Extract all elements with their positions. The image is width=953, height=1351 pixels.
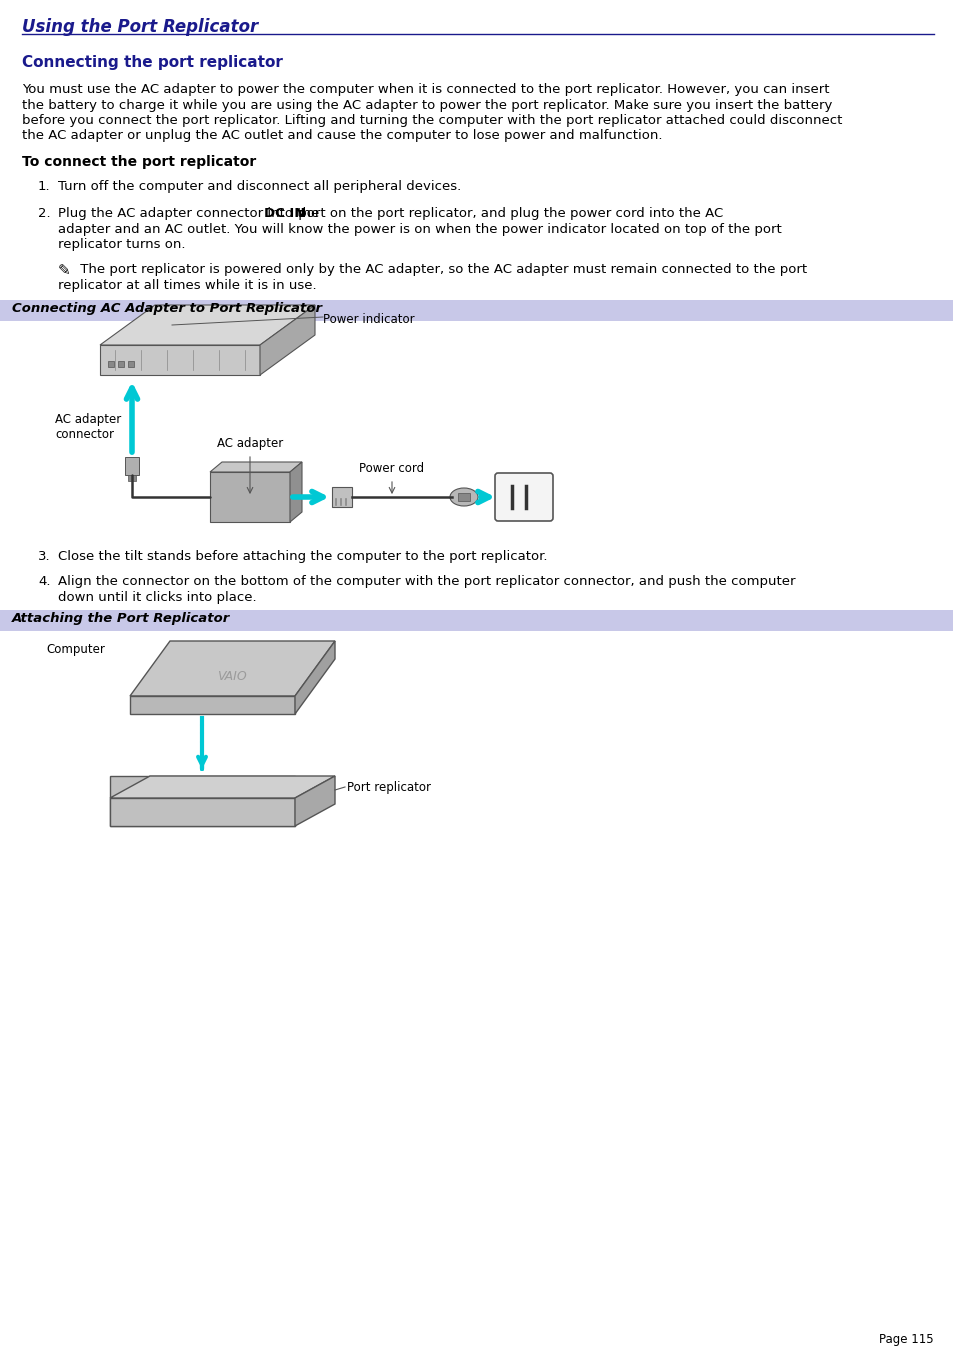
Bar — [332, 486, 352, 507]
Bar — [128, 361, 133, 367]
FancyBboxPatch shape — [495, 473, 553, 521]
Text: Power indicator: Power indicator — [323, 313, 415, 326]
Ellipse shape — [450, 488, 477, 507]
Text: down until it clicks into place.: down until it clicks into place. — [58, 590, 256, 604]
Polygon shape — [100, 305, 314, 345]
Text: before you connect the port replicator. Lifting and turning the computer with th: before you connect the port replicator. … — [22, 113, 841, 127]
Bar — [128, 476, 136, 481]
Text: Power cord: Power cord — [359, 462, 424, 476]
Text: AC adapter: AC adapter — [216, 436, 283, 450]
Polygon shape — [110, 798, 294, 825]
Bar — [210, 471, 290, 521]
Text: Connecting AC Adapter to Port Replicator: Connecting AC Adapter to Port Replicator — [12, 303, 322, 315]
Text: Align the connector on the bottom of the computer with the port replicator conne: Align the connector on the bottom of the… — [58, 576, 795, 588]
Text: Page 115: Page 115 — [879, 1333, 933, 1346]
Bar — [0, 300, 953, 322]
Polygon shape — [130, 696, 294, 713]
Text: Port replicator: Port replicator — [347, 781, 431, 794]
Text: the AC adapter or unplug the AC outlet and cause the computer to lose power and : the AC adapter or unplug the AC outlet a… — [22, 130, 661, 142]
Polygon shape — [210, 462, 302, 471]
Text: port on the port replicator, and plug the power cord into the AC: port on the port replicator, and plug th… — [294, 207, 722, 220]
Text: Computer: Computer — [46, 643, 105, 657]
Text: 1.: 1. — [38, 180, 51, 193]
Text: replicator at all times while it is in use.: replicator at all times while it is in u… — [58, 278, 316, 292]
Polygon shape — [110, 775, 335, 798]
Text: You must use the AC adapter to power the computer when it is connected to the po: You must use the AC adapter to power the… — [22, 82, 828, 96]
Bar — [108, 361, 113, 367]
Bar — [100, 345, 260, 376]
Text: adapter and an AC outlet. You will know the power is on when the power indicator: adapter and an AC outlet. You will know … — [58, 223, 781, 235]
Bar — [457, 493, 470, 501]
Text: 3.: 3. — [38, 550, 51, 563]
Text: VAIO: VAIO — [217, 670, 247, 682]
Polygon shape — [260, 305, 314, 376]
Text: 2.: 2. — [38, 207, 51, 220]
Text: DC IN: DC IN — [264, 207, 305, 220]
Text: replicator turns on.: replicator turns on. — [58, 238, 185, 251]
Text: The port replicator is powered only by the AC adapter, so the AC adapter must re: The port replicator is powered only by t… — [76, 263, 806, 276]
Bar — [118, 361, 124, 367]
Text: 4.: 4. — [38, 576, 51, 588]
Text: Using the Port Replicator: Using the Port Replicator — [22, 18, 258, 36]
Text: Attaching the Port Replicator: Attaching the Port Replicator — [12, 612, 230, 626]
Polygon shape — [294, 640, 335, 713]
Text: the battery to charge it while you are using the AC adapter to power the port re: the battery to charge it while you are u… — [22, 99, 832, 112]
Bar — [0, 611, 953, 631]
Text: Close the tilt stands before attaching the computer to the port replicator.: Close the tilt stands before attaching t… — [58, 550, 547, 563]
Text: Plug the AC adapter connector into the: Plug the AC adapter connector into the — [58, 207, 323, 220]
Text: Turn off the computer and disconnect all peripheral devices.: Turn off the computer and disconnect all… — [58, 180, 460, 193]
Bar — [125, 457, 139, 476]
Polygon shape — [294, 775, 335, 825]
Polygon shape — [130, 640, 335, 696]
Text: To connect the port replicator: To connect the port replicator — [22, 155, 256, 169]
Text: Connecting the port replicator: Connecting the port replicator — [22, 55, 283, 70]
Polygon shape — [290, 462, 302, 521]
Text: AC adapter
connector: AC adapter connector — [55, 413, 121, 440]
Text: ✎: ✎ — [58, 263, 71, 278]
Bar — [110, 775, 294, 825]
